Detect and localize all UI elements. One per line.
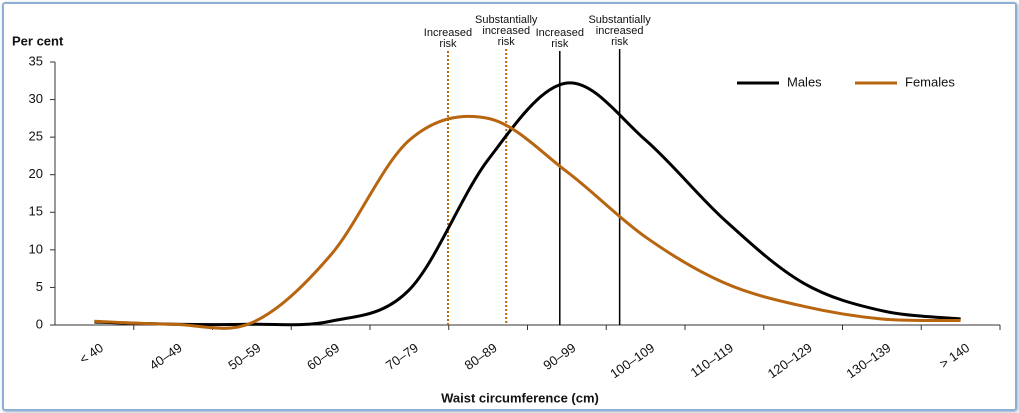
- line-series: [94, 114, 961, 330]
- threshold-label: risk: [439, 38, 457, 50]
- y-tick-label: 15: [29, 204, 43, 219]
- legend-label: Males: [787, 74, 822, 89]
- threshold-label: risk: [551, 38, 569, 50]
- x-tick-label: 90–99: [540, 340, 578, 373]
- threshold-label: increased: [596, 25, 644, 37]
- threshold-label: risk: [498, 36, 516, 48]
- threshold-label: Substantially: [475, 14, 538, 26]
- x-tick-label: 120–129: [765, 340, 815, 381]
- y-tick-label: 10: [29, 241, 43, 256]
- threshold-label: Substantially: [588, 14, 651, 26]
- threshold-label: risk: [611, 36, 629, 48]
- threshold-label: Increased: [424, 27, 472, 39]
- x-tick-label: < 40: [76, 340, 106, 367]
- x-tick-label: 70–79: [383, 340, 421, 373]
- y-tick-label: 35: [29, 53, 43, 68]
- threshold-label: Increased: [536, 27, 584, 39]
- threshold-label: increased: [482, 25, 530, 37]
- x-axis-title: Waist circumference (cm): [441, 390, 599, 405]
- x-tick-label: 100–109: [607, 340, 657, 381]
- x-tick-label: 50–59: [225, 340, 263, 373]
- y-tick-label: 30: [29, 91, 43, 106]
- y-tick-label: 20: [29, 166, 43, 181]
- x-tick-label: 80–89: [462, 340, 500, 373]
- legend-label: Females: [905, 74, 955, 89]
- x-tick-label: 40–49: [147, 340, 185, 373]
- x-tick-label: 130–139: [843, 340, 893, 381]
- x-tick-label: > 140: [937, 340, 973, 371]
- y-axis-title: Per cent: [12, 33, 64, 48]
- x-tick-label: 110–119: [688, 340, 736, 380]
- y-tick-label: 0: [36, 316, 43, 331]
- line-series: [94, 81, 961, 327]
- y-tick-label: 5: [36, 279, 43, 294]
- y-tick-label: 25: [29, 129, 43, 144]
- x-tick-label: 60–69: [304, 340, 342, 373]
